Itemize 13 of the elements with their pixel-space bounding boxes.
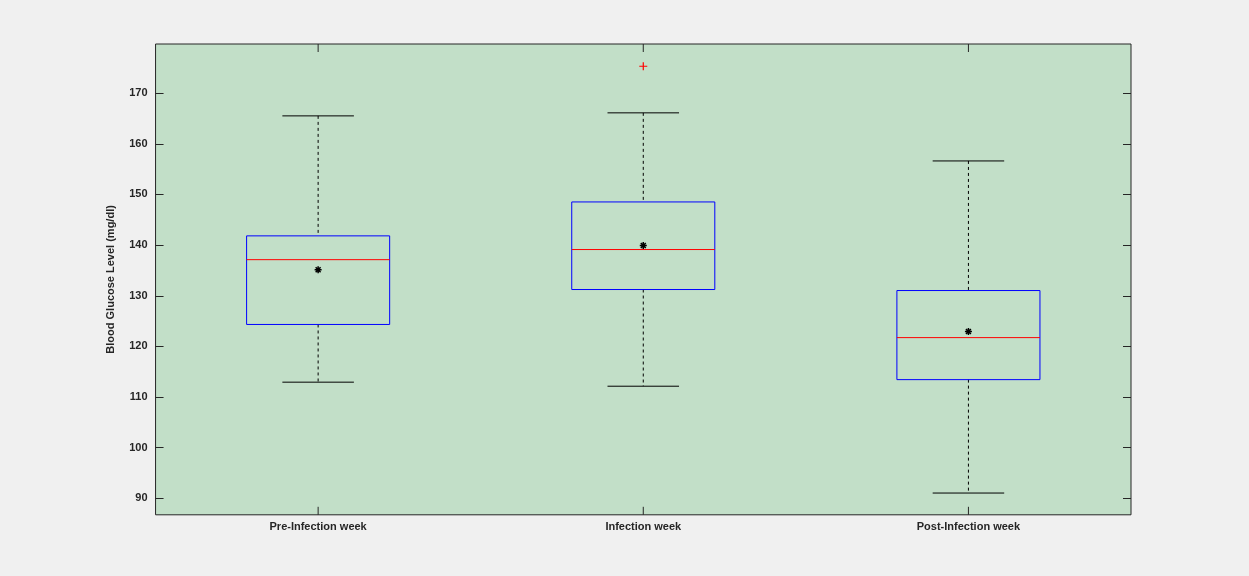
y-tick-label: 110 (129, 389, 148, 402)
x-tick-label: Post-Infection week (916, 520, 1021, 533)
y-tick-label: 100 (129, 440, 148, 453)
y-tick-label: 90 (135, 491, 148, 504)
y-tick-label: 170 (129, 86, 148, 99)
y-tick-label: 120 (129, 339, 148, 352)
y-tick-label: 140 (129, 238, 148, 251)
x-tick-label: Pre-Infection week (269, 520, 368, 533)
y-tick-label: 150 (129, 187, 148, 200)
y-tick-label: 130 (129, 288, 148, 301)
y-tick-label: 160 (129, 136, 148, 149)
y-axis-title: Blood Glucose Level (mg/dl) (103, 204, 116, 354)
x-tick-label: Infection week (605, 520, 683, 533)
